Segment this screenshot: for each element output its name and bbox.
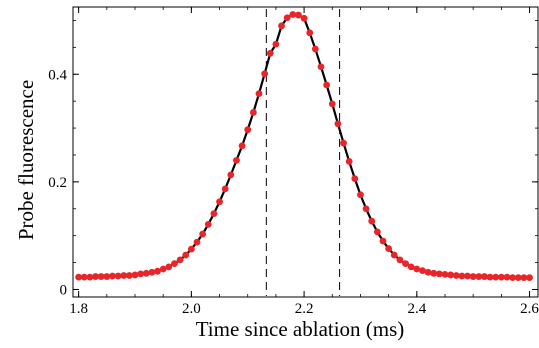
y-tick-label: 0 bbox=[60, 282, 68, 298]
data-point bbox=[441, 271, 449, 278]
vertical-markers bbox=[265, 9, 341, 296]
data-point bbox=[424, 268, 432, 276]
data-point bbox=[182, 251, 190, 259]
data-point bbox=[300, 14, 308, 22]
data-point bbox=[396, 256, 404, 264]
data-point bbox=[131, 271, 139, 279]
data-point bbox=[486, 273, 494, 281]
data-point bbox=[210, 210, 218, 218]
data-point bbox=[447, 271, 455, 279]
data-point bbox=[289, 11, 297, 18]
data-point bbox=[526, 274, 533, 282]
data-point bbox=[317, 63, 325, 71]
data-point bbox=[481, 273, 488, 280]
data-point bbox=[199, 230, 207, 238]
data-point bbox=[464, 272, 471, 280]
data-point bbox=[148, 268, 156, 276]
data-point bbox=[255, 90, 263, 98]
data-point bbox=[340, 139, 347, 147]
data-point bbox=[137, 270, 145, 278]
data-point bbox=[458, 272, 466, 280]
data-point bbox=[278, 22, 285, 30]
data-point bbox=[435, 270, 443, 278]
data-point bbox=[475, 273, 483, 280]
data-point bbox=[469, 273, 477, 280]
data-point bbox=[402, 260, 409, 268]
data-point bbox=[419, 267, 426, 275]
data-point bbox=[357, 191, 364, 199]
data-point bbox=[323, 81, 331, 89]
data-point bbox=[233, 156, 240, 164]
y-axis-label: Probe fluorescence bbox=[14, 80, 38, 240]
x-axis-label: Time since ablation (ms) bbox=[196, 317, 405, 341]
data-point bbox=[334, 120, 342, 128]
data-point bbox=[159, 265, 167, 273]
data-point bbox=[97, 273, 105, 280]
data-point bbox=[345, 158, 353, 165]
data-point bbox=[171, 260, 178, 268]
x-tick-label: 1.8 bbox=[69, 301, 88, 317]
data-point bbox=[187, 245, 195, 253]
data-point bbox=[514, 274, 522, 282]
data-point bbox=[261, 70, 269, 78]
x-tick-label: 2.0 bbox=[182, 301, 201, 317]
data-point bbox=[165, 263, 173, 271]
data-point bbox=[509, 274, 517, 282]
data-point bbox=[407, 263, 415, 271]
data-point bbox=[497, 273, 505, 281]
data-point bbox=[379, 237, 387, 245]
data-point bbox=[86, 273, 94, 281]
data-point bbox=[204, 220, 212, 228]
data-point bbox=[154, 267, 161, 275]
x-tick-label: 2.4 bbox=[407, 301, 426, 317]
data-point bbox=[92, 273, 99, 280]
data-point bbox=[328, 100, 336, 108]
x-tick-label: 2.6 bbox=[520, 301, 539, 317]
data-point bbox=[249, 109, 257, 116]
data-point bbox=[306, 29, 314, 37]
data-point bbox=[142, 269, 150, 277]
data-point bbox=[295, 11, 302, 19]
data-point bbox=[80, 273, 88, 281]
data-point bbox=[238, 142, 246, 150]
data-point bbox=[75, 273, 83, 281]
data-point bbox=[125, 272, 133, 279]
data-point bbox=[109, 272, 116, 280]
data-point bbox=[362, 205, 370, 213]
data-point bbox=[368, 217, 376, 225]
data-point bbox=[283, 14, 291, 22]
data-point bbox=[120, 272, 128, 279]
data-point bbox=[492, 273, 500, 281]
data-points bbox=[75, 11, 533, 282]
data-point bbox=[373, 228, 381, 236]
y-tick-label: 0.2 bbox=[48, 175, 67, 191]
data-point bbox=[503, 273, 511, 281]
data-point bbox=[311, 45, 319, 53]
data-point bbox=[272, 40, 280, 48]
y-ticks: 0 0.2 0.4 bbox=[48, 20, 538, 298]
data-point bbox=[413, 265, 421, 273]
x-tick-label: 2.2 bbox=[295, 301, 314, 317]
data-point bbox=[385, 245, 393, 252]
data-point bbox=[351, 175, 359, 183]
data-point bbox=[193, 238, 201, 246]
data-point bbox=[266, 49, 274, 57]
data-point bbox=[452, 272, 460, 279]
data-point bbox=[221, 185, 229, 193]
data-point bbox=[227, 171, 235, 179]
data-point bbox=[244, 126, 252, 134]
x-ticks: 1.8 2.0 2.2 2.4 2.6 bbox=[69, 7, 539, 317]
data-point bbox=[216, 198, 223, 206]
plot-frame bbox=[72, 6, 539, 298]
data-point bbox=[114, 272, 122, 280]
data-point bbox=[520, 274, 528, 282]
y-tick-label: 0.4 bbox=[48, 67, 67, 83]
fit-line-group bbox=[78, 13, 530, 279]
data-point bbox=[176, 256, 184, 264]
fit-line bbox=[78, 13, 530, 279]
data-point bbox=[103, 273, 111, 280]
data-point bbox=[390, 251, 398, 259]
data-point bbox=[430, 269, 438, 277]
